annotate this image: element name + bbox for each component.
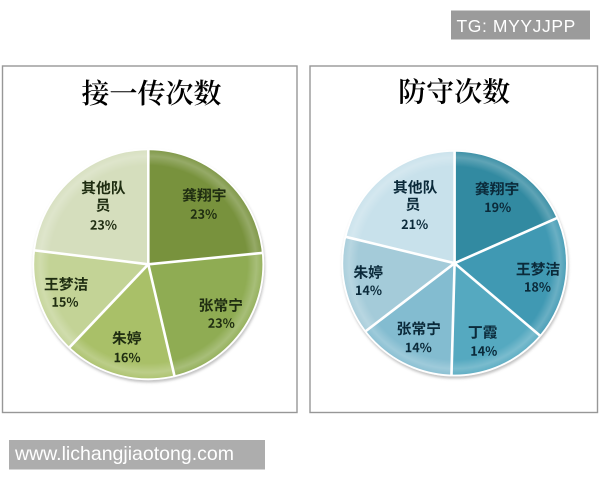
svg-text:TG: MYYJJPP: TG: MYYJJPP [457, 16, 576, 36]
svg-text:www.lichangjiaotong.com: www.lichangjiaotong.com [14, 443, 234, 465]
